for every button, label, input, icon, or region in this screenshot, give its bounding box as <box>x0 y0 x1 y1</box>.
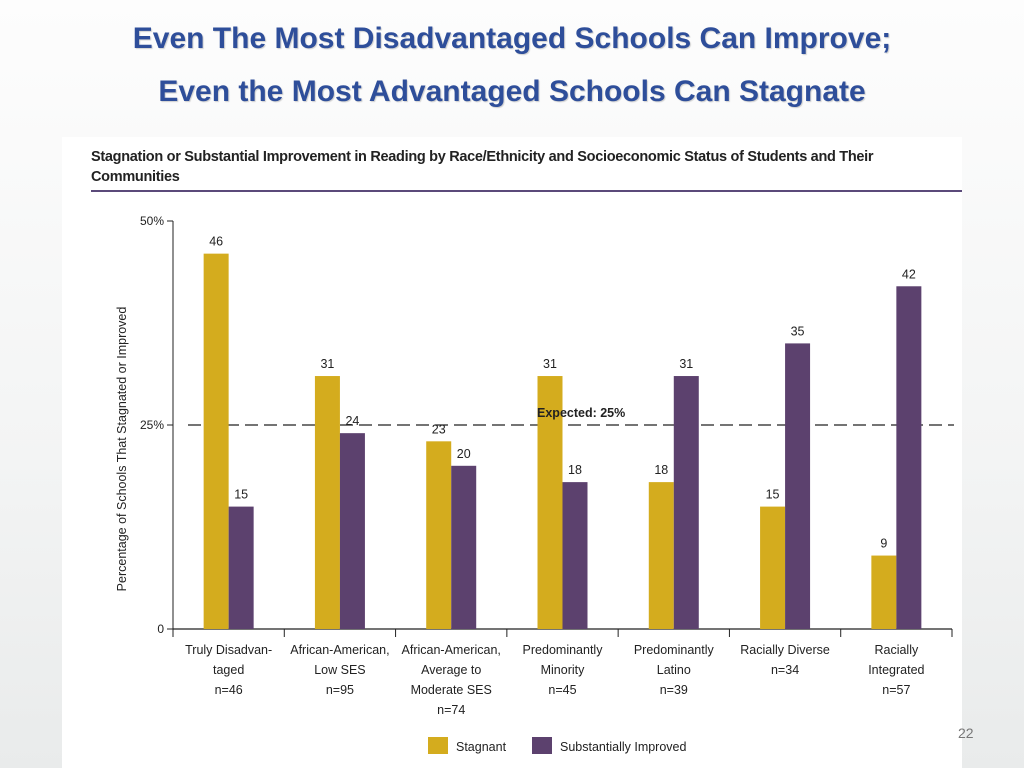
data-label: 18 <box>568 463 582 477</box>
bar-improved-1 <box>228 506 254 629</box>
category-label: Racially <box>874 643 919 657</box>
chart-title: Stagnation or Substantial Improvement in… <box>91 149 874 185</box>
category-label: African-American, <box>290 643 389 657</box>
bar-improved-7 <box>896 286 922 629</box>
data-label: 9 <box>880 537 887 551</box>
y-tick-label: 50% <box>140 214 164 228</box>
category-label: n=46 <box>215 683 243 697</box>
category-label: n=39 <box>660 683 688 697</box>
bar-improved-6 <box>785 343 811 629</box>
data-label: 46 <box>209 235 223 249</box>
category-label: n=34 <box>771 663 799 677</box>
bar-improved-5 <box>673 376 699 629</box>
category-label: n=45 <box>548 683 576 697</box>
data-label: 20 <box>457 447 471 461</box>
category-label: Average to <box>421 663 481 677</box>
bar-stagnant-2 <box>314 376 340 629</box>
bar-stagnant-3 <box>426 441 452 629</box>
bar-stagnant-4 <box>537 376 563 629</box>
bar-improved-4 <box>562 482 588 629</box>
y-tick-label: 25% <box>140 418 164 432</box>
data-label: 42 <box>902 267 916 281</box>
category-label: Truly Disadvan- <box>185 643 272 657</box>
bar-improved-2 <box>339 433 365 629</box>
data-label: 35 <box>791 324 805 338</box>
category-label: Predominantly <box>523 643 604 657</box>
legend-swatch-2 <box>532 737 552 754</box>
legend-label-1: Stagnant <box>456 740 507 754</box>
data-label: 23 <box>432 422 446 436</box>
page-number: 22 <box>958 725 974 741</box>
category-label: taged <box>213 663 244 677</box>
bar-stagnant-1 <box>203 253 229 629</box>
title-rule <box>91 190 962 192</box>
expected-label: Expected: 25% <box>537 406 625 420</box>
data-label: 24 <box>345 414 359 428</box>
bar-chart: 0 25% 50% Percentage of Schools That Stagna… <box>115 214 954 754</box>
category-label: Latino <box>657 663 691 677</box>
chart-panel: Stagnation or Substantial Improvement in… <box>62 137 962 768</box>
data-label: 31 <box>679 357 693 371</box>
legend-swatch-1 <box>428 737 448 754</box>
y-axis-label: Percentage of Schools That Stagnated or … <box>115 307 129 592</box>
category-label: African-American, <box>402 643 501 657</box>
category-label: Minority <box>541 663 586 677</box>
category-label: Racially Diverse <box>740 643 830 657</box>
data-label: 15 <box>234 488 248 502</box>
data-label: 18 <box>654 463 668 477</box>
category-label: n=57 <box>882 683 910 697</box>
slide-title-line-1: Even The Most Disadvantaged Schools Can … <box>132 22 892 55</box>
bar-stagnant-6 <box>760 506 786 629</box>
data-label: 15 <box>766 488 780 502</box>
bar-stagnant-7 <box>871 555 897 629</box>
bar-improved-3 <box>451 465 477 629</box>
category-label: Moderate SES <box>411 683 492 697</box>
category-label: Predominantly <box>634 643 715 657</box>
y-tick-label: 0 <box>157 622 164 636</box>
legend-label-2: Substantially Improved <box>560 740 687 754</box>
data-label: 31 <box>543 357 557 371</box>
bar-stagnant-5 <box>648 482 674 629</box>
category-label: Low SES <box>314 663 365 677</box>
data-label: 31 <box>320 357 334 371</box>
slide-title-line-2: Even the Most Advantaged Schools Can Sta… <box>158 75 866 108</box>
category-label: n=74 <box>437 703 465 717</box>
category-label: n=95 <box>326 683 354 697</box>
category-label: Integrated <box>868 663 924 677</box>
